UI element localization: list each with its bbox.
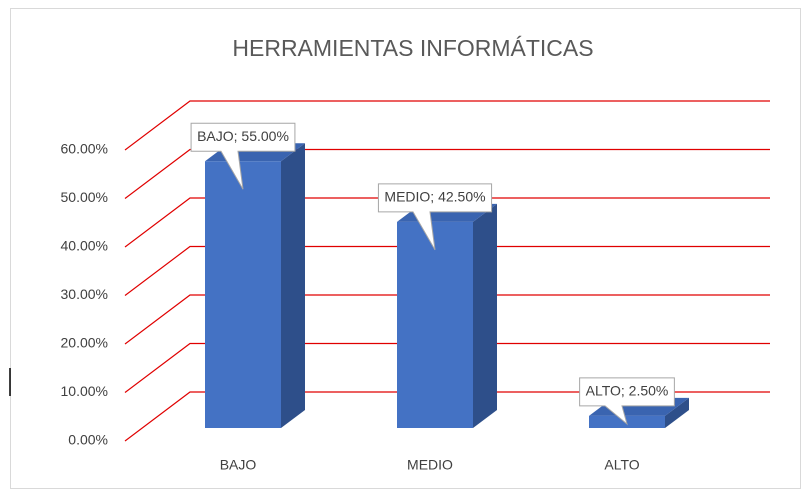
- data-label: ALTO; 2.50%: [586, 383, 669, 399]
- grid-line: [124, 391, 770, 442]
- data-label-box: [377, 183, 493, 251]
- grid-line: [124, 100, 770, 151]
- data-label-box: [190, 122, 296, 190]
- x-tick-label: MEDIO: [407, 457, 453, 473]
- grid-line: [124, 294, 770, 345]
- grid-line: [124, 245, 770, 296]
- y-tick-label: 30.00%: [61, 286, 108, 302]
- bar: [205, 161, 281, 428]
- y-tick-label: 0.00%: [68, 432, 108, 448]
- x-tick-label: BAJO: [220, 457, 257, 473]
- y-tick-label: 50.00%: [61, 189, 108, 205]
- data-label: BAJO; 55.00%: [197, 128, 289, 144]
- grid-line: [124, 342, 770, 393]
- chart-title: HERRAMIENTAS INFORMÁTICAS: [232, 35, 593, 61]
- y-tick-label: 40.00%: [61, 238, 108, 254]
- data-label: MEDIO; 42.50%: [384, 189, 485, 205]
- bar-side: [473, 203, 497, 428]
- x-tick-label: ALTO: [604, 457, 639, 473]
- y-tick-label: 60.00%: [61, 141, 108, 157]
- bar-side: [665, 397, 689, 428]
- grid-line: [124, 197, 770, 248]
- bar: [397, 221, 473, 428]
- y-tick-label: 20.00%: [61, 335, 108, 351]
- y-tick-label: 10.00%: [61, 383, 108, 399]
- data-label-box: [579, 377, 675, 426]
- bar-side: [281, 143, 305, 428]
- bar: [589, 415, 665, 428]
- grid-line: [124, 148, 770, 199]
